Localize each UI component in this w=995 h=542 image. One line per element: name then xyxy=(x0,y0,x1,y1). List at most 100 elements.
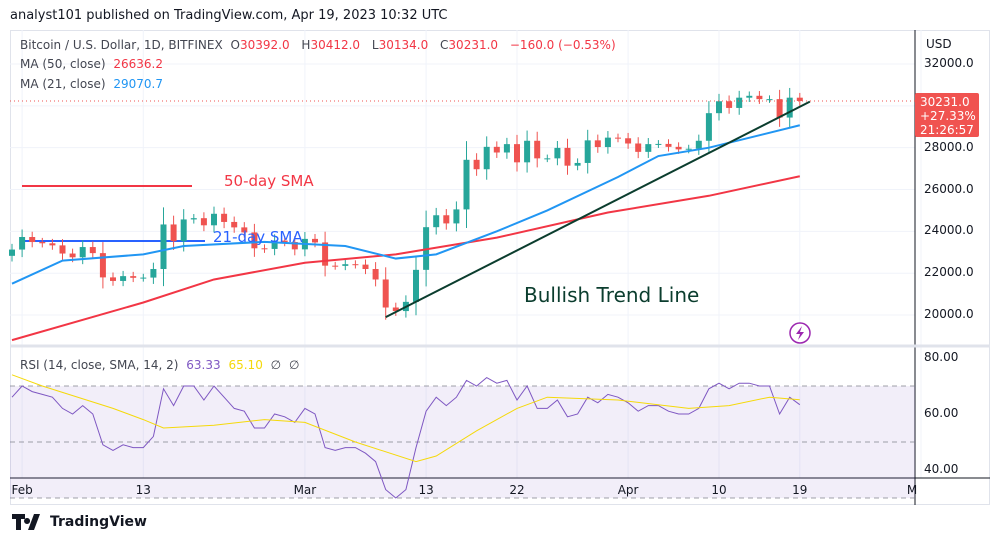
candle-body xyxy=(635,143,642,152)
candle-body xyxy=(49,243,56,246)
candle-body xyxy=(756,95,763,100)
candle-body xyxy=(594,140,601,148)
ma50-line xyxy=(11,175,801,342)
candle-body xyxy=(372,269,379,280)
candle-body xyxy=(231,221,238,228)
candle-body xyxy=(342,264,349,266)
candle-body xyxy=(322,242,329,266)
symbol-title[interactable]: Bitcoin / U.S. Dollar, 1D, BITFINEX xyxy=(20,38,223,52)
ma21-line xyxy=(11,124,801,285)
publish-info: analyst101 published on TradingView.com,… xyxy=(10,8,448,23)
candle-body xyxy=(140,277,147,279)
candle-body xyxy=(695,140,702,149)
tradingview-logo-icon xyxy=(12,514,40,530)
tradingview-logo[interactable]: TradingView xyxy=(12,514,147,530)
sma21-annotation[interactable]: 21-day SMA xyxy=(213,228,303,246)
time-tick: 13 xyxy=(418,483,434,497)
candle-body xyxy=(29,237,36,243)
bar-countdown: 21:26:57 xyxy=(920,123,974,137)
time-tick: 19 xyxy=(792,483,808,497)
candle-body xyxy=(534,140,541,159)
candle-body xyxy=(544,158,551,160)
candle-body xyxy=(564,147,571,166)
candle-body xyxy=(514,144,520,163)
bullish-trend-line xyxy=(385,100,811,319)
high-label: H xyxy=(301,38,311,52)
candle-body xyxy=(736,97,743,108)
sma50-annotation[interactable]: 50-day SMA xyxy=(224,172,314,190)
candle-body xyxy=(574,162,581,166)
candle-body xyxy=(160,224,167,270)
candle-body xyxy=(59,245,66,254)
symbol-legend: Bitcoin / U.S. Dollar, 1D, BITFINEX O303… xyxy=(20,38,620,52)
candle-body xyxy=(463,159,470,210)
rsi-tick: 40.00 xyxy=(924,462,959,476)
price-tick: 32000.0 xyxy=(924,56,974,70)
candle-body xyxy=(39,242,46,244)
price-tick: 24000.0 xyxy=(924,223,974,238)
candle-body xyxy=(211,213,217,226)
candle-body xyxy=(170,224,177,242)
rsi-line xyxy=(11,376,801,499)
time-tick: Feb xyxy=(11,483,33,497)
candle-body xyxy=(251,232,258,249)
candle-body xyxy=(79,247,86,258)
candle-body xyxy=(200,218,207,226)
trend-line-annotation[interactable]: Bullish Trend Line xyxy=(524,283,700,307)
candle-body xyxy=(352,264,359,266)
chart-frame[interactable] xyxy=(10,30,990,505)
ma50-label: MA (50, close) xyxy=(20,57,106,71)
ma50-legend[interactable]: MA (50, close) 26636.2 xyxy=(20,57,167,71)
brand-name: TradingView xyxy=(50,514,147,530)
candle-body xyxy=(281,240,288,243)
open-label: O xyxy=(230,38,240,52)
rsi-sma-value: 65.10 xyxy=(228,358,263,372)
ma21-legend[interactable]: MA (21, close) 29070.7 xyxy=(20,77,167,91)
candle-body xyxy=(443,215,450,224)
candle-body xyxy=(221,213,228,222)
candle-body xyxy=(776,99,783,118)
change-value: −160.0 (−0.53%) xyxy=(509,38,616,52)
ma21-value: 29070.7 xyxy=(113,77,163,91)
candle-body xyxy=(19,237,26,250)
time-tick: Apr xyxy=(617,483,639,497)
candle-body xyxy=(180,219,187,242)
candle-body xyxy=(604,137,611,148)
rsi-tick: 60.00 xyxy=(924,406,959,420)
rsi-legend[interactable]: RSI (14, close, SMA, 14, 2) 63.33 65.10 … xyxy=(20,358,303,372)
candle-body xyxy=(554,147,561,159)
high-value: 30412.0 xyxy=(310,38,361,52)
candle-body xyxy=(503,144,510,153)
candle-body xyxy=(685,148,692,150)
candle-body xyxy=(99,253,106,278)
candle-body xyxy=(705,113,712,141)
ma50-value: 26636.2 xyxy=(113,57,163,71)
last-price: 30231.0 xyxy=(920,95,970,109)
price-tick: 22000.0 xyxy=(924,265,974,280)
candle-body xyxy=(110,277,116,281)
rsi-tick: 80.00 xyxy=(924,350,959,364)
candle-body xyxy=(665,143,672,147)
candle-body xyxy=(190,218,197,220)
candle-body xyxy=(726,101,733,108)
candle-body xyxy=(150,269,157,278)
candle-body xyxy=(413,269,419,302)
close-label: C xyxy=(440,38,449,52)
na-value: ∅ xyxy=(270,358,282,372)
time-tick: 10 xyxy=(711,483,727,497)
price-tick: 28000.0 xyxy=(924,139,974,154)
candle-body xyxy=(524,140,531,163)
candle-body xyxy=(786,97,793,118)
percent-change: +27.33% xyxy=(920,109,976,123)
candle-body xyxy=(69,253,76,258)
candle-body xyxy=(473,159,480,170)
rsi-label: RSI (14, close, SMA, 14, 2) xyxy=(20,358,179,372)
candle-body xyxy=(261,248,268,250)
candle-body xyxy=(453,209,460,224)
candle-body xyxy=(130,276,137,278)
na-value: ∅ xyxy=(288,358,300,372)
time-tick: 13 xyxy=(135,483,151,497)
candle-body xyxy=(332,265,339,267)
price-tick: 20000.0 xyxy=(924,307,974,322)
